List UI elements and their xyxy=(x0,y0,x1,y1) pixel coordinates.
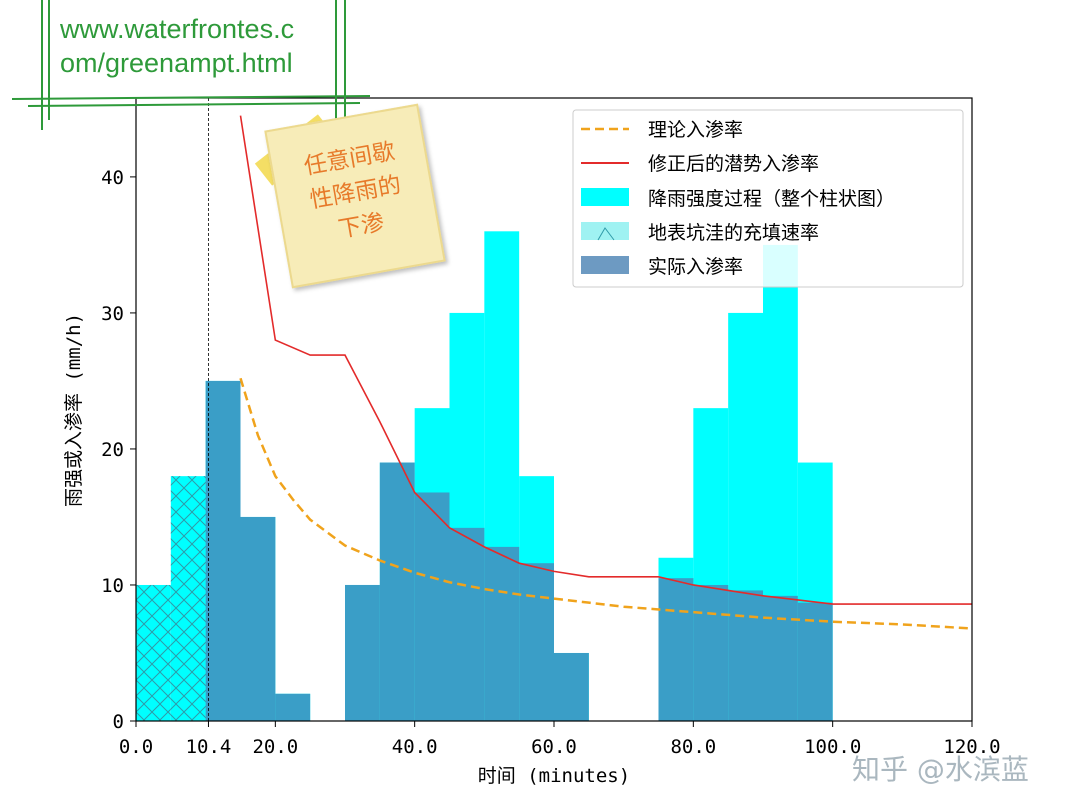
sticky-note-text: 任意间歇 性降雨的 下渗 xyxy=(285,132,427,254)
x-axis-label: 时间 (minutes) xyxy=(478,765,630,787)
actual-infiltration-bar xyxy=(379,462,415,721)
actual-infiltration-bar xyxy=(658,578,694,721)
legend-rainfall-swatch xyxy=(581,188,629,206)
legend-depression-label: 地表坑洼的充填速率 xyxy=(648,222,819,244)
legend-actual-swatch xyxy=(581,256,629,274)
legend: 理论入渗率 修正后的潜势入渗率 降雨强度过程（整个柱状图） 地表坑洼的充填速率 … xyxy=(572,109,964,288)
zhihu-watermark: 知乎 @水滨蓝 xyxy=(852,753,1029,786)
grid-sketch-lines xyxy=(11,0,371,135)
actual-infiltration-bar xyxy=(205,380,241,721)
actual-infiltration-bar xyxy=(240,516,276,721)
legend-depression-swatch xyxy=(581,222,629,240)
actual-infiltration-bar xyxy=(345,584,380,721)
y-tick-label: 10 xyxy=(101,575,124,597)
y-tick-label: 0 xyxy=(113,711,124,733)
legend-actual-label: 实际入渗率 xyxy=(648,256,743,278)
y-axis-label: 雨强或入渗率 (mm/h) xyxy=(63,313,85,507)
legend-theoretical-label: 理论入渗率 xyxy=(648,119,743,141)
y-tick-label: 40 xyxy=(101,167,124,189)
actual-infiltration-bar xyxy=(275,693,311,721)
sticky-note: 任意间歇 性降雨的 下渗 xyxy=(264,103,446,289)
y-tick-label: 20 xyxy=(101,439,124,461)
website-url-line2: om/greenampt.html xyxy=(60,48,293,78)
x-tick-label: 0.0 xyxy=(119,736,153,758)
legend-rainfall-label: 降雨强度过程（整个柱状图） xyxy=(648,188,895,210)
x-tick-label: 80.0 xyxy=(670,736,716,758)
actual-infiltration-bar xyxy=(519,563,554,721)
legend-corrected-label: 修正后的潜势入渗率 xyxy=(648,153,819,175)
actual-infiltration-bar xyxy=(728,590,763,721)
x-tick-label: 40.0 xyxy=(392,736,438,758)
actual-infiltration-bar xyxy=(554,652,589,721)
theoretical-infiltration-line xyxy=(239,377,973,630)
actual-infiltration-bar xyxy=(414,492,450,721)
website-url-line1: www.waterfrontes.c xyxy=(60,14,295,44)
depression-fill-bar xyxy=(136,584,171,721)
corrected-potential-line xyxy=(239,115,972,605)
y-tick-label: 30 xyxy=(101,303,124,325)
x-tick-label: 120.0 xyxy=(943,736,1000,758)
depression-fill-bar xyxy=(170,476,209,721)
actual-infiltration-bar xyxy=(449,527,485,721)
x-tick-label: 100.0 xyxy=(804,736,861,758)
legend-depression-hatch xyxy=(597,227,615,241)
actual-infiltration-bar xyxy=(763,595,798,721)
x-tick-label: 20.0 xyxy=(252,736,298,758)
website-url: www.waterfrontes.c om/greenampt.html xyxy=(40,4,340,84)
actual-infiltration-bar xyxy=(693,584,729,721)
legend-box xyxy=(572,109,964,288)
x-tick-label: 60.0 xyxy=(531,736,577,758)
actual-infiltration-bar xyxy=(484,546,520,721)
x-tick-label: 10.4 xyxy=(186,736,232,758)
